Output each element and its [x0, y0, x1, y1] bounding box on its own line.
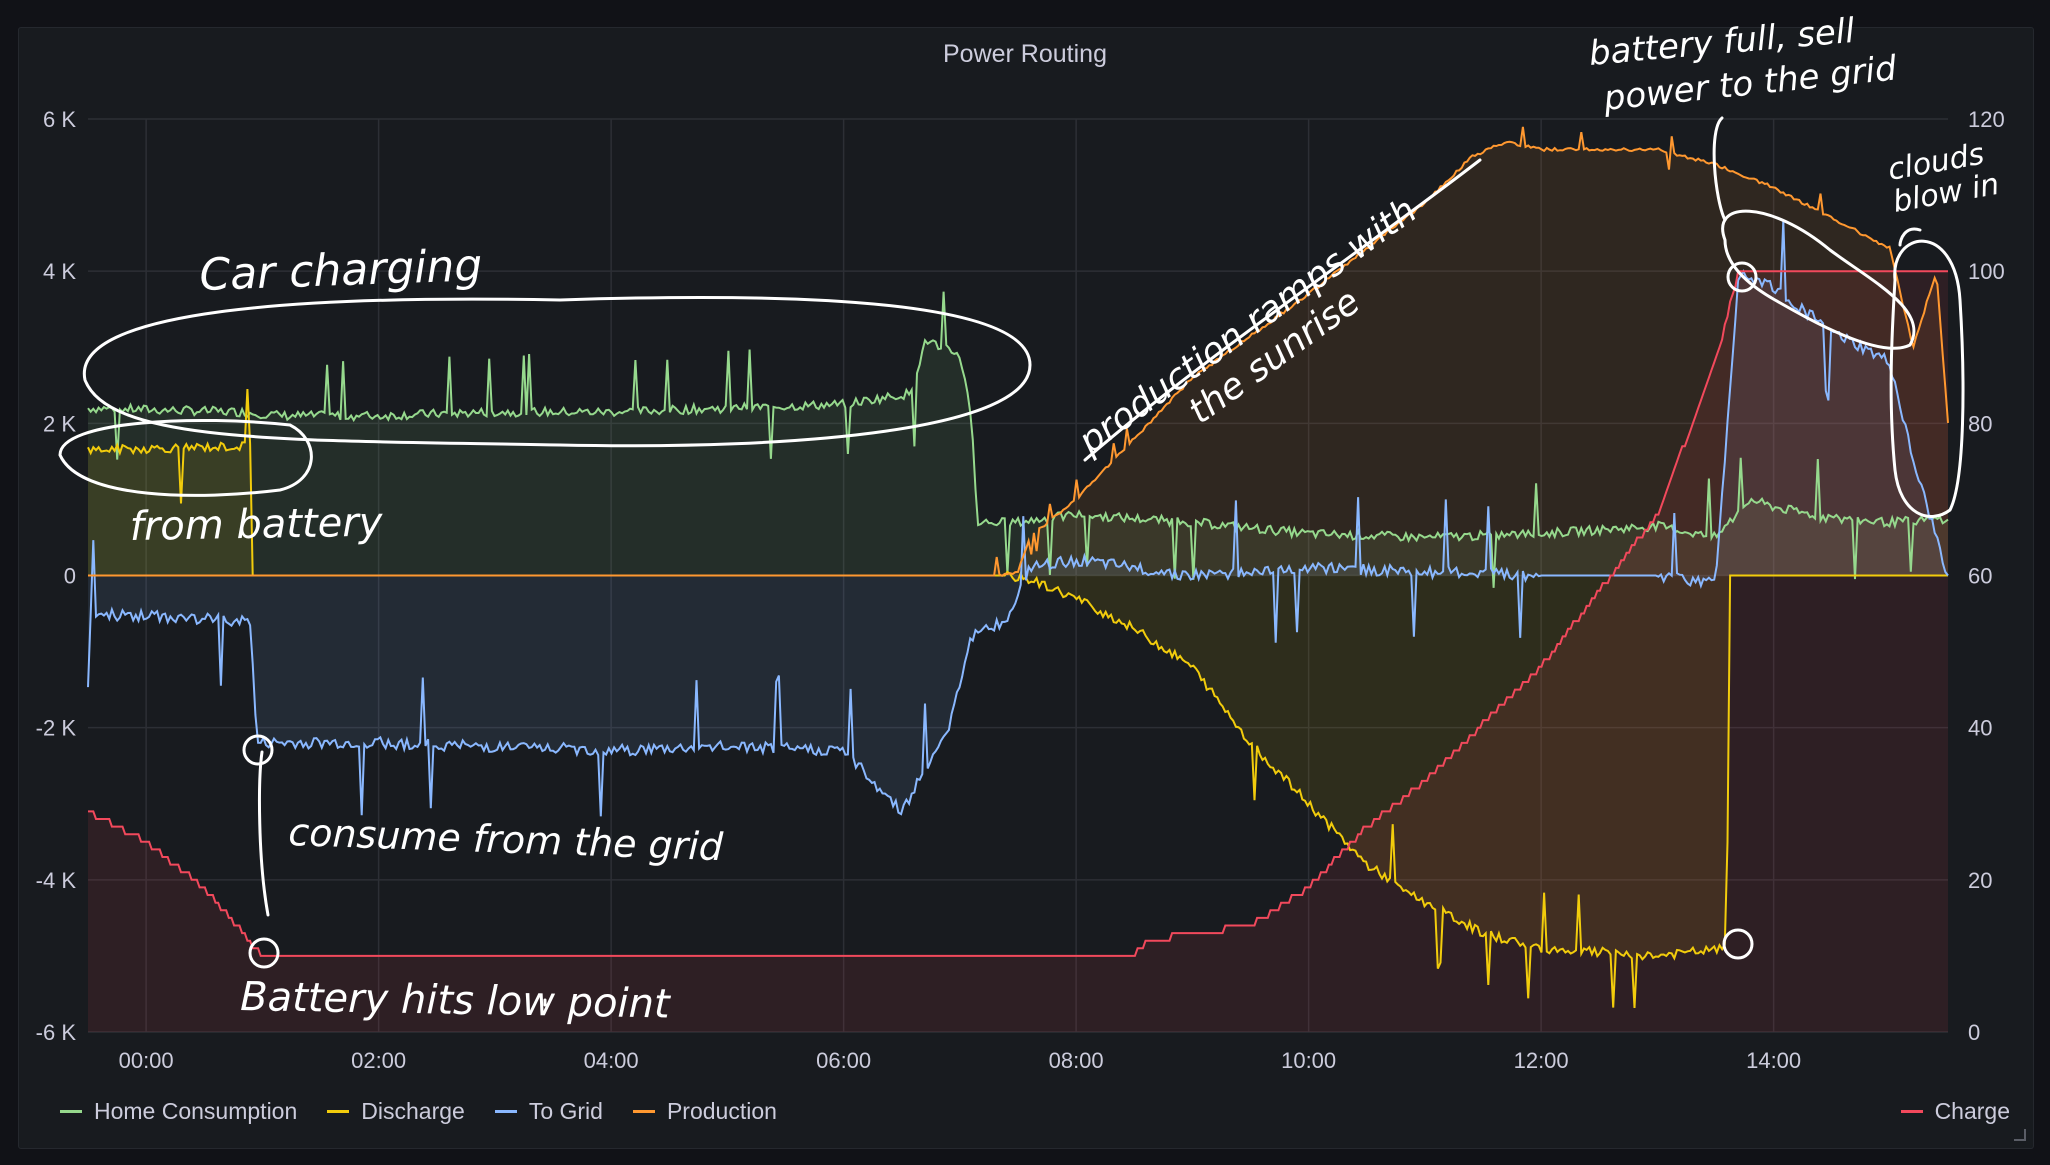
x-tick-label: 12:00 — [1514, 1048, 1569, 1073]
y-right-tick-label: 20 — [1968, 868, 1992, 893]
legend-swatch — [494, 1110, 517, 1113]
legend-label: Home Consumption — [94, 1098, 298, 1124]
series-line — [87, 291, 1949, 588]
y-right-tick-label: 120 — [1968, 107, 2005, 132]
series-areas — [88, 126, 1948, 1032]
legend-item-production[interactable]: Production — [632, 1098, 777, 1125]
y-right-tick-label: 60 — [1968, 564, 1992, 589]
x-tick-label: 04:00 — [584, 1048, 639, 1073]
annotation-stroke — [258, 750, 270, 917]
annotation-text-car: Car charging — [199, 240, 483, 301]
annotation-text-low: Battery hits low point — [240, 974, 672, 1028]
y-right-tick-label: 80 — [1968, 411, 1992, 436]
x-tick-label: 08:00 — [1049, 1048, 1104, 1073]
series-area — [88, 389, 1948, 1008]
annotation-circle-marker — [1722, 928, 1754, 960]
y-left-tick-label: 0 — [64, 564, 76, 589]
series-line — [88, 126, 1949, 577]
panel-title: Power Routing — [943, 40, 1107, 68]
legend-swatch — [327, 1110, 350, 1113]
x-tick-label: 14:00 — [1746, 1048, 1801, 1073]
legend-label: Production — [666, 1098, 777, 1124]
legend-label: Charge — [1934, 1098, 2010, 1124]
legend-item-discharge[interactable]: Discharge — [327, 1098, 465, 1125]
series-line — [87, 220, 1949, 817]
y-left-tick-label: 2 K — [43, 411, 76, 436]
y-left-tick-label: 6 K — [43, 107, 76, 132]
chart-panel — [18, 27, 2034, 1149]
annotation-stroke — [82, 295, 1032, 448]
y-left-tick-label: -4 K — [36, 868, 77, 893]
y-left-tick-label: -6 K — [36, 1020, 77, 1045]
annotation-stroke — [1712, 116, 1727, 222]
legend-swatch — [632, 1110, 655, 1113]
legend-label: To Grid — [528, 1098, 603, 1124]
legend-item-to-grid[interactable]: To Grid — [494, 1098, 603, 1125]
x-tick-label: 02:00 — [351, 1048, 406, 1073]
y-right-tick-label: 40 — [1968, 716, 1992, 741]
annotation-circle-marker — [1726, 261, 1758, 293]
annotation-stroke — [1898, 227, 1922, 247]
resize-handle-icon[interactable] — [2014, 1129, 2026, 1141]
legend-item-charge[interactable]: Charge — [1900, 1098, 2010, 1125]
annotation-circle-marker — [248, 937, 280, 969]
legend-swatch — [1900, 1110, 1923, 1113]
x-tick-label: 06:00 — [816, 1048, 871, 1073]
annotation-stroke — [58, 418, 313, 497]
annotation-stroke — [1889, 239, 1965, 518]
y-right-tick-label: 0 — [1968, 1020, 1980, 1045]
annotation-text-battery_src: from battery — [129, 500, 384, 550]
annotation-circle-marker — [242, 734, 274, 766]
x-tick-label: 10:00 — [1281, 1048, 1336, 1073]
series-area — [88, 291, 1948, 588]
series-line — [88, 270, 1948, 957]
legend: Home Consumption Discharge To Grid Produ… — [60, 1098, 777, 1125]
axis-labels: -6 K -4 K -2 K 0 2 K 4 K 6 K 0 20 40 60 80 100 120 00:… — [36, 107, 2005, 1073]
series-area — [88, 220, 1948, 817]
annotation-stroke — [1721, 209, 1916, 350]
series-area — [88, 126, 1948, 576]
series-area — [88, 271, 1948, 1032]
annotation-stroke — [1083, 158, 1482, 462]
x-tick-label: 00:00 — [119, 1048, 174, 1073]
legend-swatch — [60, 1110, 82, 1113]
legend-item-home-consumption[interactable]: Home Consumption — [60, 1098, 297, 1125]
legend-label: Discharge — [361, 1098, 465, 1124]
y-left-tick-label: 4 K — [43, 259, 76, 284]
annotation-text-grid: consume from the grid — [288, 810, 725, 869]
handwritten-annotations — [58, 116, 1965, 1007]
y-left-tick-label: -2 K — [36, 716, 77, 741]
series-lines — [87, 126, 1949, 1008]
y-right-tick-label: 100 — [1968, 259, 2005, 284]
